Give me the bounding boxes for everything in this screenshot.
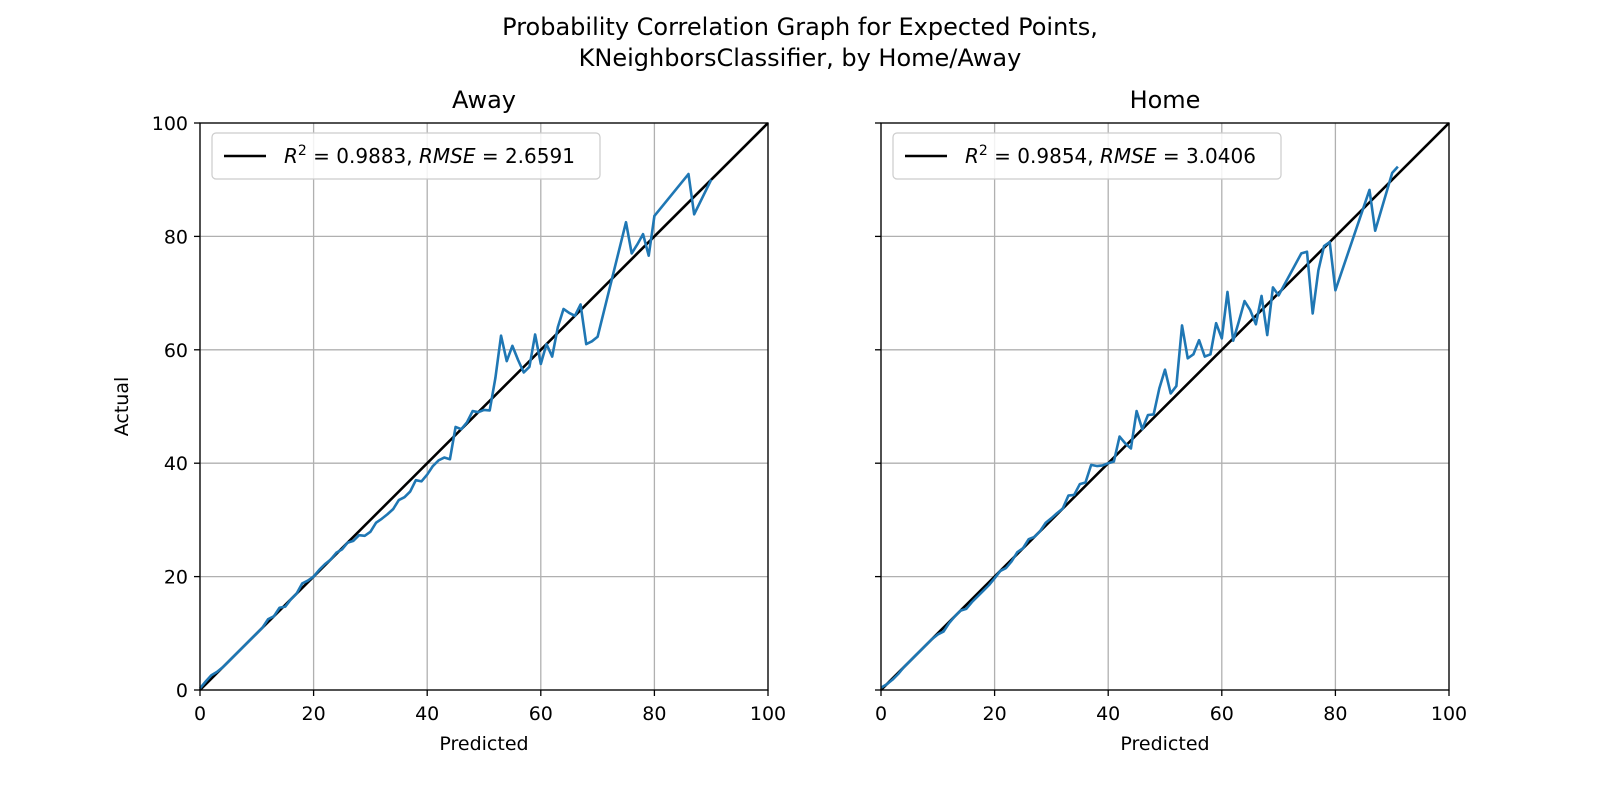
chart-0-ytick-label-2: 40 — [164, 453, 188, 475]
chart-1-legend: R2 = 0.9854, RMSE = 3.0406 — [892, 132, 1282, 180]
chart-0-ytick-label-0: 0 — [176, 680, 188, 702]
chart-1-xtick-label-5: 100 — [1431, 703, 1467, 725]
chart-0-axes-frame — [199, 122, 769, 691]
chart-1-title: Home — [1130, 86, 1201, 114]
chart-1-observed-line — [880, 165, 1399, 689]
chart-0-legend: R2 = 0.9883, RMSE = 2.6591 — [211, 132, 601, 180]
chart-1-xtick-label-0: 0 — [875, 703, 887, 725]
chart-1-xlabel: Predicted — [1120, 733, 1209, 755]
chart-0-ytick-label-1: 20 — [164, 567, 188, 589]
chart-0-xtick-label-4: 80 — [642, 703, 666, 725]
figure-title-line1: Probability Correlation Graph for Expect… — [502, 13, 1098, 41]
chart-0-ytick-label-5: 100 — [152, 113, 188, 135]
chart-1-xtick-label-3: 60 — [1210, 703, 1234, 725]
chart-1-xtick-label-4: 80 — [1323, 703, 1347, 725]
chart-0-xtick-label-0: 0 — [194, 703, 206, 725]
chart-1-axes-frame — [880, 122, 1450, 691]
chart-0-legend-r2-label: R — [284, 144, 298, 168]
chart-1-legend-box — [892, 132, 1282, 180]
chart-0-legend-label: R2 = 0.9883, RMSE = 2.6591 — [284, 143, 575, 168]
panel-home: Home 0 20 40 60 80 100 Predicted R2 = 0.9854, RM… — [875, 86, 1467, 755]
panel-away: Away 0 20 40 60 80 100 0 20 40 60 80 100 Predicted Act… — [111, 86, 786, 755]
figure-title-line2: KNeighborsClassifier, by Home/Away — [579, 44, 1022, 72]
chart-0-title: Away — [452, 86, 516, 114]
chart-0-ytick-label-3: 60 — [164, 340, 188, 362]
chart-1-identity-line — [880, 122, 1450, 691]
chart-0-ytick-label-4: 80 — [164, 226, 188, 248]
chart-0-legend-r2-exp: 2 — [298, 143, 307, 159]
chart-1-legend-label: R2 = 0.9854, RMSE = 3.0406 — [965, 143, 1256, 168]
chart-0-legend-rmse-value: = 2.6591 — [475, 144, 574, 168]
chart-0-xtick-label-5: 100 — [750, 703, 786, 725]
chart-0-observed-line — [199, 172, 713, 690]
chart-1-legend-rmse-label: RMSE — [1100, 144, 1157, 168]
chart-0-xlabel: Predicted — [439, 733, 528, 755]
chart-1-legend-r2-label: R — [965, 144, 979, 168]
chart-1-legend-rmse-value: = 3.0406 — [1156, 144, 1255, 168]
chart-0-ylabel: Actual — [111, 377, 133, 437]
chart-0-legend-box — [211, 132, 601, 180]
chart-0-legend-rmse-label: RMSE — [419, 144, 476, 168]
chart-0-legend-r2-value: = 0.9883, — [307, 144, 419, 168]
chart-1-xtick-label-2: 40 — [1096, 703, 1120, 725]
chart-0-xtick-label-2: 40 — [415, 703, 439, 725]
chart-1-legend-r2-value: = 0.9854, — [988, 144, 1100, 168]
chart-1-xtick-label-1: 20 — [983, 703, 1007, 725]
chart-1-legend-r2-exp: 2 — [979, 143, 988, 159]
chart-0-xtick-label-3: 60 — [529, 703, 553, 725]
chart-0-xtick-label-1: 20 — [302, 703, 326, 725]
